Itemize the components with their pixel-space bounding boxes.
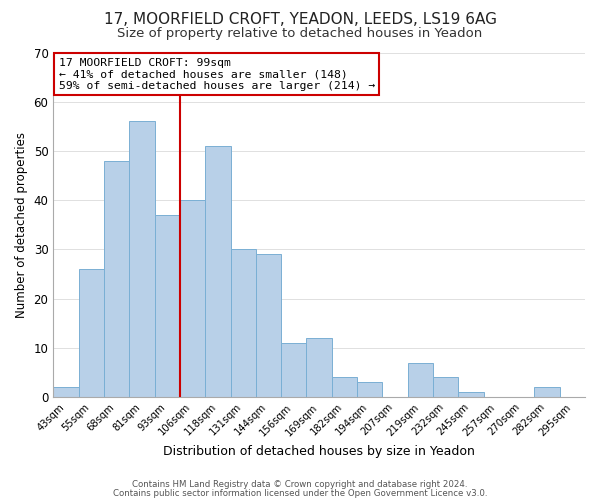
Bar [357, 382, 382, 397]
Text: Contains HM Land Registry data © Crown copyright and database right 2024.: Contains HM Land Registry data © Crown c… [132, 480, 468, 489]
Bar [230, 250, 256, 397]
Bar [129, 122, 155, 397]
Bar [256, 254, 281, 397]
Bar [408, 362, 433, 397]
Y-axis label: Number of detached properties: Number of detached properties [15, 132, 28, 318]
Bar [180, 200, 205, 397]
Bar [307, 338, 332, 397]
Bar [53, 387, 79, 397]
Text: Size of property relative to detached houses in Yeadon: Size of property relative to detached ho… [118, 28, 482, 40]
Text: 17, MOORFIELD CROFT, YEADON, LEEDS, LS19 6AG: 17, MOORFIELD CROFT, YEADON, LEEDS, LS19… [104, 12, 497, 28]
Text: Contains public sector information licensed under the Open Government Licence v3: Contains public sector information licen… [113, 488, 487, 498]
Bar [535, 387, 560, 397]
Bar [155, 215, 180, 397]
Bar [433, 378, 458, 397]
Bar [205, 146, 230, 397]
Bar [332, 378, 357, 397]
Bar [104, 161, 129, 397]
X-axis label: Distribution of detached houses by size in Yeadon: Distribution of detached houses by size … [163, 444, 475, 458]
Bar [79, 269, 104, 397]
Text: 17 MOORFIELD CROFT: 99sqm
← 41% of detached houses are smaller (148)
59% of semi: 17 MOORFIELD CROFT: 99sqm ← 41% of detac… [59, 58, 375, 91]
Bar [458, 392, 484, 397]
Bar [281, 343, 307, 397]
